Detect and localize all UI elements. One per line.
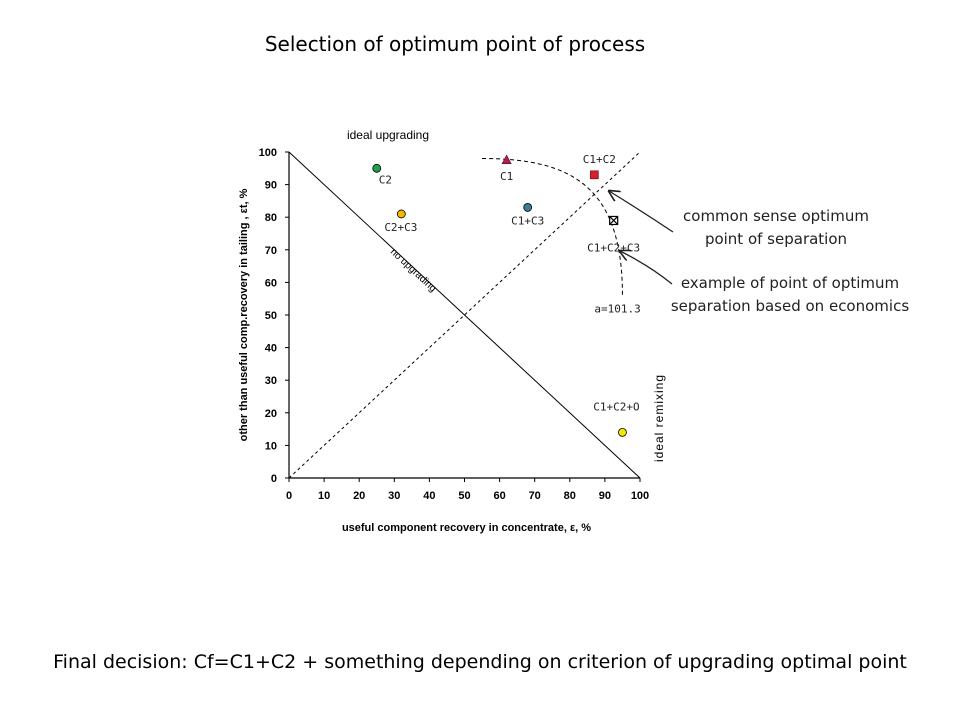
point-label: C2+C3 xyxy=(384,221,417,234)
point-c2 xyxy=(372,163,382,173)
point-label: C1+C2 xyxy=(583,153,616,166)
y-tick-label: 50 xyxy=(265,310,277,322)
point-c1 xyxy=(501,154,512,164)
point-c2+c3 xyxy=(396,209,406,219)
y-tick-label: 60 xyxy=(265,277,277,289)
point-label: C1+C2+C3 xyxy=(587,241,640,254)
y-axis-label: other than useful comp.recovery in taili… xyxy=(238,188,250,441)
x-tick-label: 20 xyxy=(353,490,365,502)
y-tick-label: 70 xyxy=(265,245,277,257)
point-label: C1+C3 xyxy=(511,214,544,227)
annotation-arrow-common-sense xyxy=(609,191,674,233)
annotation-economic: example of point of optimum separation b… xyxy=(670,274,910,315)
y-tick-label: 20 xyxy=(265,408,277,420)
y-tick-label: 80 xyxy=(265,212,277,224)
no-upgrading-label: no upgrading xyxy=(388,247,438,295)
x-tick-label: 40 xyxy=(423,490,435,502)
point-label: C1 xyxy=(500,170,513,183)
ideal-diagonal-line xyxy=(288,151,641,479)
x-tick-label: 90 xyxy=(599,490,611,502)
x-tick-label: 0 xyxy=(286,490,292,502)
point-c1+c2+o xyxy=(618,427,627,437)
footer-text: Final decision: Cf=C1+C2 + something dep… xyxy=(53,651,907,673)
x-tick-label: 50 xyxy=(458,490,470,502)
point-c1+c2 xyxy=(590,170,599,180)
point-c1+c3 xyxy=(523,203,533,212)
y-tick-label: 90 xyxy=(265,180,277,192)
y-tick-label: 100 xyxy=(259,147,277,159)
x-axis-label: useful component recovery in concentrate… xyxy=(342,522,591,534)
annotation-common-sense: common sense optimum point of separation xyxy=(683,207,869,248)
annotation-arrow-economic xyxy=(620,251,673,285)
x-tick-label: 60 xyxy=(493,490,505,502)
point-label: C1+C2+O xyxy=(593,400,639,413)
x-tick-label: 100 xyxy=(631,490,649,502)
point-label: C2 xyxy=(379,173,392,186)
x-tick-label: 70 xyxy=(529,490,541,502)
point-x-glyph xyxy=(609,216,619,225)
no-upgrading-line xyxy=(288,151,641,479)
curve-label: a=101.3 xyxy=(594,302,640,315)
y-tick-label: 40 xyxy=(265,343,277,355)
ideal-upgrading-label: ideal upgrading xyxy=(347,128,429,142)
ideal-remixing-label: ideal remixing xyxy=(652,374,666,462)
x-tick-label: 10 xyxy=(318,490,330,502)
x-tick-label: 80 xyxy=(564,490,576,502)
y-tick-label: 10 xyxy=(265,440,277,452)
y-tick-label: 0 xyxy=(271,473,277,485)
y-tick-label: 30 xyxy=(265,375,277,387)
page-title: Selection of optimum point of process xyxy=(264,32,646,56)
x-tick-label: 30 xyxy=(388,490,400,502)
